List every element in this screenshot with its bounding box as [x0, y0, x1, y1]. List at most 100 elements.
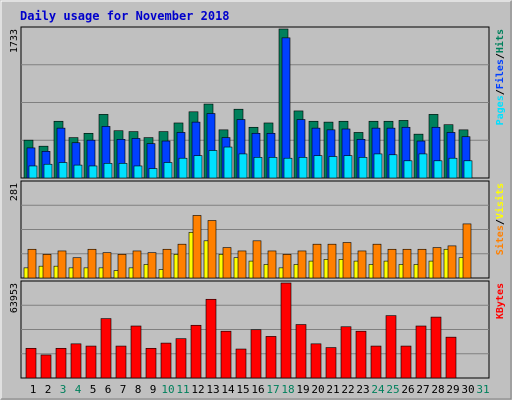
bar-pages-day-19	[298, 157, 308, 179]
bar-pages-day-7	[118, 163, 128, 179]
x-tick-label-11: 11	[176, 383, 189, 396]
bar-kbytes-day-8	[130, 325, 142, 379]
x-tick-label-23: 23	[356, 383, 369, 396]
bar-kbytes-day-20	[310, 343, 322, 379]
bar-pages-day-29	[448, 157, 458, 179]
bar-pages-day-20	[313, 155, 323, 179]
bar-pages-day-8	[133, 165, 143, 179]
panel-visits-sites: 281 Sites/Visits	[9, 180, 506, 279]
bar-pages-day-11	[178, 157, 188, 179]
legend-visits: Visits	[494, 183, 506, 219]
bar-sites-day-4	[72, 257, 82, 279]
x-tick-label-28: 28	[431, 383, 444, 396]
bar-pages-day-5	[88, 165, 98, 179]
bar-sites-day-20	[312, 243, 322, 279]
ymax-label: 1733	[9, 29, 20, 53]
bar-pages-day-18	[283, 157, 293, 179]
bar-pages-day-26	[403, 160, 413, 179]
bar-kbytes-day-26	[400, 345, 412, 379]
bar-pages-day-10	[163, 162, 173, 179]
bar-pages-day-3	[58, 162, 68, 179]
bar-pages-day-13	[208, 150, 218, 179]
series-visits	[23, 232, 466, 279]
bar-kbytes-day-14	[220, 330, 232, 379]
x-tick-label-29: 29	[446, 383, 459, 396]
legend-separator: /	[495, 89, 506, 95]
bar-sites-day-18	[282, 254, 292, 279]
bar-sites-day-5	[87, 248, 97, 279]
bar-sites-day-1	[27, 248, 37, 279]
x-tick-label-2: 2	[45, 383, 52, 396]
bar-sites-day-27	[417, 248, 427, 279]
bar-sites-day-19	[297, 250, 307, 279]
legend: Sites/Visits	[494, 183, 506, 255]
series-files	[26, 37, 471, 179]
x-tick-label-27: 27	[416, 383, 429, 396]
bar-kbytes-day-4	[70, 343, 82, 379]
bar-kbytes-day-23	[355, 330, 367, 379]
bar-sites-day-2	[42, 254, 52, 279]
bar-kbytes-day-6	[100, 318, 112, 379]
x-tick-label-19: 19	[296, 383, 309, 396]
x-tick-label-18: 18	[281, 383, 294, 396]
x-tick-label-7: 7	[120, 383, 127, 396]
bar-sites-day-30	[462, 223, 472, 279]
legend: KBytes	[495, 283, 506, 319]
bar-kbytes-day-27	[415, 325, 427, 379]
bar-kbytes-day-7	[115, 345, 127, 379]
bar-pages-day-16	[253, 157, 263, 179]
bar-sites-day-14	[222, 247, 232, 279]
ymax-label: 281	[9, 183, 20, 201]
x-tick-label-12: 12	[191, 383, 204, 396]
bar-pages-day-21	[328, 156, 338, 179]
bar-sites-day-16	[252, 240, 262, 279]
bar-pages-day-2	[43, 163, 53, 179]
bar-pages-day-22	[343, 155, 353, 179]
x-tick-label-1: 1	[30, 383, 37, 396]
bar-sites-day-7	[117, 254, 127, 279]
x-tick-label-22: 22	[341, 383, 354, 396]
legend-sites: Sites	[494, 225, 506, 255]
bar-pages-day-24	[373, 153, 383, 179]
legend-pages: Pages	[495, 95, 506, 125]
chart-title: Daily usage for November 2018	[20, 9, 230, 23]
legend-kbytes: KBytes	[495, 283, 506, 319]
legend-files: Files	[494, 59, 506, 89]
x-tick-label-6: 6	[105, 383, 112, 396]
x-tick-label-17: 17	[266, 383, 279, 396]
bar-kbytes-day-3	[55, 347, 67, 379]
bar-kbytes-day-2	[40, 354, 52, 379]
bar-kbytes-day-25	[385, 315, 397, 379]
x-tick-label-4: 4	[75, 383, 82, 396]
bar-sites-day-8	[132, 250, 142, 279]
x-tick-label-26: 26	[401, 383, 414, 396]
series-kbytes	[25, 282, 457, 379]
series-pages	[28, 146, 473, 179]
x-tick-label-8: 8	[135, 383, 142, 396]
bar-kbytes-day-18	[280, 282, 292, 379]
bar-pages-day-25	[388, 154, 398, 179]
bar-kbytes-day-24	[370, 345, 382, 379]
bar-sites-day-3	[57, 250, 67, 279]
bar-sites-day-25	[387, 248, 397, 279]
bar-pages-day-9	[148, 168, 158, 179]
bar-pages-day-14	[223, 146, 233, 179]
bar-kbytes-day-1	[25, 347, 37, 379]
legend-separator: /	[495, 219, 506, 225]
bar-pages-day-17	[268, 157, 278, 179]
bar-kbytes-day-19	[295, 324, 307, 379]
bar-kbytes-day-29	[445, 336, 457, 379]
bar-sites-day-21	[327, 243, 337, 279]
x-tick-label-24: 24	[371, 383, 385, 396]
chart-panels: 1733Pages/Files/Hits281Sites/Visits63953…	[9, 26, 506, 379]
x-tick-label-20: 20	[311, 383, 324, 396]
x-tick-label-31: 31	[476, 383, 489, 396]
bar-sites-day-29	[447, 245, 457, 279]
x-tick-label-30: 30	[461, 383, 474, 396]
bar-kbytes-day-22	[340, 326, 352, 379]
bar-kbytes-day-5	[85, 345, 97, 379]
bar-pages-day-1	[28, 165, 38, 179]
